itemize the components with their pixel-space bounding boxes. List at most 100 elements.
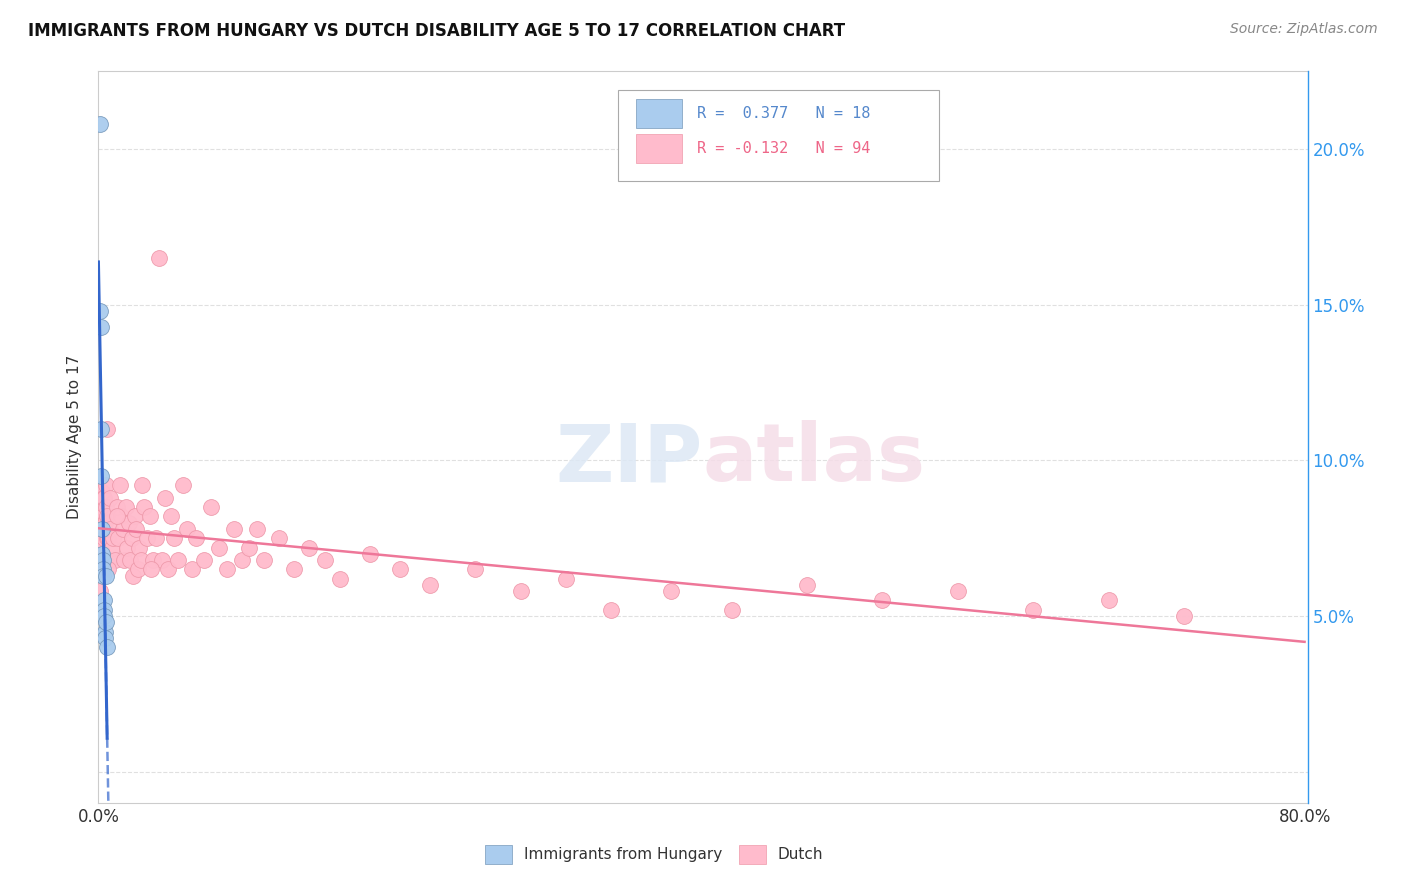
Point: [329, 572, 352, 586]
Point: [98, 491, 121, 505]
Point: [91, 484, 114, 499]
Point: [90, 422, 112, 436]
Point: [114, 500, 136, 515]
Text: Source: ZipAtlas.com: Source: ZipAtlas.com: [1230, 22, 1378, 37]
Point: [94, 568, 117, 582]
Point: [132, 500, 155, 515]
Point: [89, 584, 111, 599]
Point: [419, 578, 441, 592]
Point: [91, 553, 114, 567]
Point: [231, 553, 253, 567]
Text: ZIP: ZIP: [555, 420, 703, 498]
Point: [215, 562, 238, 576]
Point: [145, 531, 167, 545]
Point: [96, 531, 118, 545]
Point: [90, 541, 112, 555]
Point: [554, 572, 576, 586]
Point: [186, 531, 208, 545]
Point: [90, 500, 112, 515]
Bar: [637, 99, 682, 128]
Point: [94, 500, 117, 515]
Point: [111, 522, 134, 536]
Point: [97, 562, 120, 576]
Point: [91, 568, 114, 582]
Text: atlas: atlas: [703, 420, 927, 498]
Point: [93, 491, 115, 505]
Point: [90, 319, 112, 334]
Point: [101, 541, 124, 555]
Point: [283, 562, 305, 576]
Point: [89, 562, 111, 576]
Point: [122, 568, 145, 582]
Point: [246, 522, 269, 536]
Point: [128, 541, 150, 555]
Text: Immigrants from Hungary: Immigrants from Hungary: [524, 847, 723, 862]
Point: [659, 584, 682, 599]
Point: [121, 531, 143, 545]
Point: [193, 553, 215, 567]
Point: [93, 516, 115, 530]
Point: [208, 541, 231, 555]
Point: [159, 509, 181, 524]
Point: [796, 578, 818, 592]
Point: [156, 562, 179, 576]
Point: [253, 553, 276, 567]
Point: [298, 541, 321, 555]
Point: [135, 531, 157, 545]
Point: [94, 478, 117, 492]
Point: [90, 522, 112, 536]
Text: IMMIGRANTS FROM HUNGARY VS DUTCH DISABILITY AGE 5 TO 17 CORRELATION CHART: IMMIGRANTS FROM HUNGARY VS DUTCH DISABIL…: [28, 22, 845, 40]
Y-axis label: Disability Age 5 to 17: Disability Age 5 to 17: [67, 355, 83, 519]
Point: [148, 251, 170, 265]
Point: [94, 516, 117, 530]
Point: [125, 522, 148, 536]
Point: [91, 547, 114, 561]
Point: [1173, 609, 1195, 624]
Point: [93, 531, 115, 545]
Text: Dutch: Dutch: [778, 847, 824, 862]
Point: [314, 553, 336, 567]
Point: [115, 541, 138, 555]
Point: [946, 584, 969, 599]
Point: [127, 562, 149, 576]
Point: [224, 522, 246, 536]
Point: [94, 631, 117, 645]
Bar: [637, 134, 682, 163]
Bar: [485, 846, 512, 863]
Point: [107, 531, 129, 545]
Point: [720, 603, 742, 617]
Point: [91, 553, 114, 567]
Point: [94, 553, 117, 567]
Text: R =  0.377   N = 18: R = 0.377 N = 18: [697, 106, 870, 121]
Point: [93, 609, 115, 624]
Point: [110, 509, 132, 524]
Point: [1022, 603, 1045, 617]
Point: [117, 516, 139, 530]
Point: [600, 603, 623, 617]
Point: [90, 469, 112, 483]
Point: [872, 593, 894, 607]
Point: [98, 553, 121, 567]
Point: [200, 500, 222, 515]
Point: [238, 541, 260, 555]
Point: [94, 624, 117, 639]
Text: R = -0.132   N = 94: R = -0.132 N = 94: [697, 141, 870, 156]
Point: [93, 603, 115, 617]
Point: [176, 522, 198, 536]
Point: [150, 553, 173, 567]
Point: [90, 562, 112, 576]
FancyBboxPatch shape: [619, 90, 939, 181]
Point: [509, 584, 531, 599]
Point: [359, 547, 381, 561]
Point: [1097, 593, 1119, 607]
Point: [269, 531, 291, 545]
Point: [464, 562, 486, 576]
Point: [141, 562, 163, 576]
Point: [100, 522, 122, 536]
Point: [124, 509, 146, 524]
Point: [105, 500, 128, 515]
Point: [105, 509, 128, 524]
Point: [103, 531, 125, 545]
Point: [96, 640, 118, 655]
Point: [96, 509, 118, 524]
